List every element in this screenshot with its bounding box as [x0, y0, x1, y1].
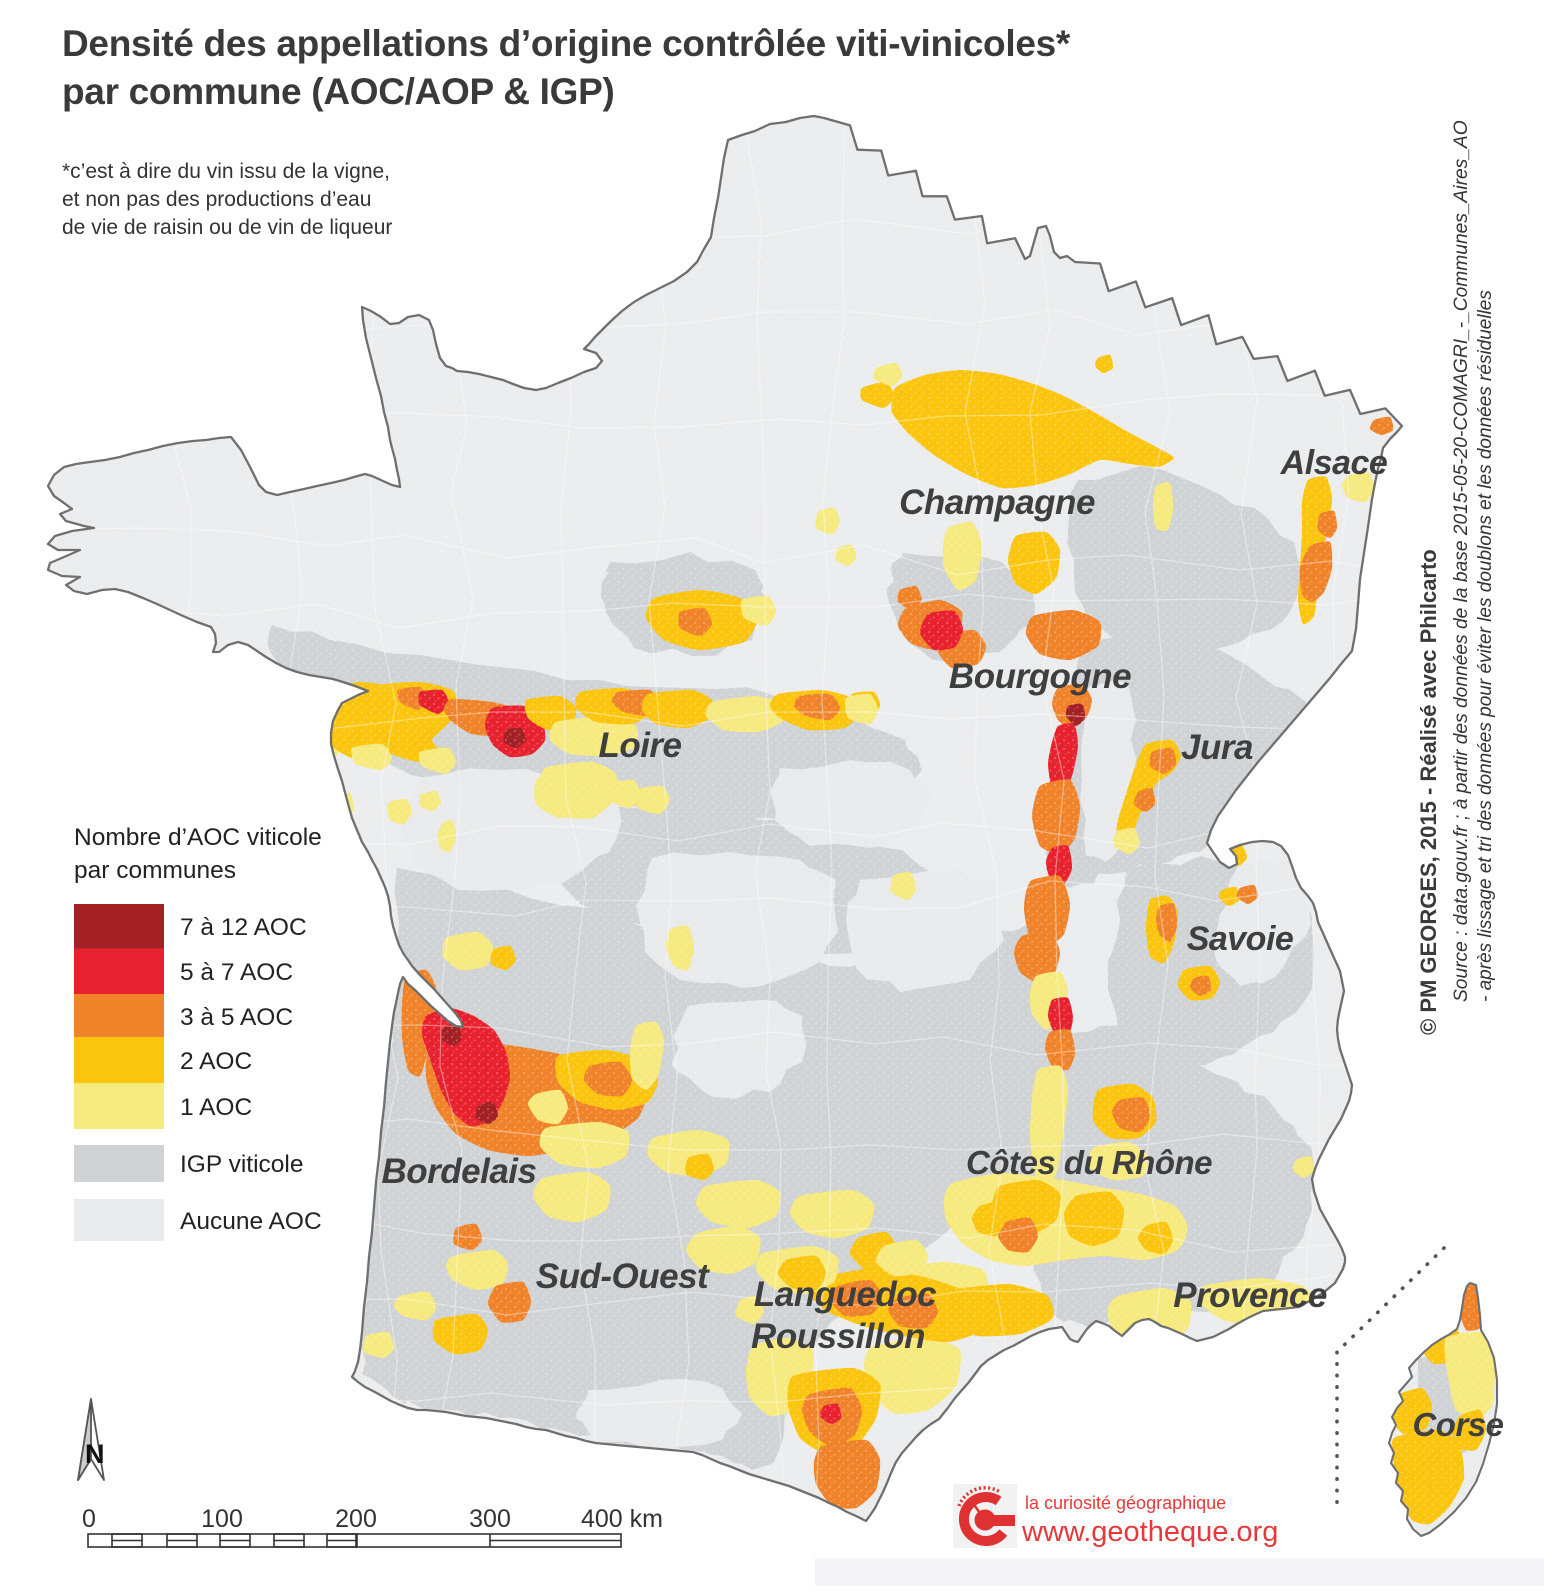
- svg-text:Nombre d’AOC viticole: Nombre d’AOC viticole: [74, 824, 322, 851]
- svg-text:200: 200: [335, 1505, 377, 1533]
- svg-text:Languedoc: Languedoc: [754, 1275, 936, 1314]
- svg-text:Bordelais: Bordelais: [382, 1152, 537, 1191]
- svg-text:Savoie: Savoie: [1187, 920, 1294, 958]
- svg-text:Corse: Corse: [1412, 1406, 1503, 1443]
- svg-text:N: N: [85, 1439, 105, 1469]
- svg-text:Aucune AOC: Aucune AOC: [180, 1208, 322, 1235]
- svg-text:Bourgogne: Bourgogne: [949, 657, 1131, 696]
- svg-text:5 à 7 AOC: 5 à 7 AOC: [180, 959, 293, 986]
- svg-text:Côtes du Rhône: Côtes du Rhône: [966, 1144, 1212, 1181]
- svg-text:Loire: Loire: [598, 726, 681, 765]
- svg-text:par commune (AOC/AOP & IGP): par commune (AOC/AOP & IGP): [62, 71, 614, 112]
- svg-text:Sud-Ouest: Sud-Ouest: [536, 1257, 710, 1296]
- svg-text:2 AOC: 2 AOC: [180, 1048, 252, 1075]
- svg-text:100: 100: [201, 1505, 243, 1533]
- svg-text:Source : data.gouv.fr ; à part: Source : data.gouv.fr ; à partir des don…: [1451, 120, 1472, 1002]
- svg-text:Jura: Jura: [1181, 728, 1253, 767]
- svg-text:*c’est à dire du vin issu de l: *c’est à dire du vin issu de la vigne,: [62, 160, 390, 183]
- svg-text:1 AOC: 1 AOC: [180, 1094, 252, 1121]
- svg-text:la curiosité géographique: la curiosité géographique: [1025, 1493, 1226, 1513]
- svg-text:7 à 12 AOC: 7 à 12 AOC: [180, 914, 307, 941]
- svg-text:0: 0: [82, 1505, 96, 1533]
- svg-text:400 km: 400 km: [581, 1505, 663, 1533]
- svg-text:© PM GEORGES, 2015 - Réalisé a: © PM GEORGES, 2015 - Réalisé avec Philca…: [1416, 549, 1441, 1035]
- svg-text:par communes: par communes: [74, 857, 236, 884]
- svg-text:www.geotheque.org: www.geotheque.org: [1021, 1516, 1278, 1548]
- svg-text:3 à 5 AOC: 3 à 5 AOC: [180, 1004, 293, 1031]
- svg-text:Roussillon: Roussillon: [751, 1317, 925, 1356]
- svg-text:Champagne: Champagne: [899, 483, 1095, 522]
- svg-text:IGP viticole: IGP viticole: [180, 1151, 303, 1178]
- svg-text:- après lissage et tri des don: - après lissage et tri des données pour …: [1475, 290, 1496, 1002]
- svg-text:de vie de raisin ou de vin de: de vie de raisin ou de vin de liqueur: [62, 216, 392, 239]
- svg-text:Alsace: Alsace: [1280, 444, 1388, 482]
- svg-text:Provence: Provence: [1173, 1276, 1327, 1315]
- svg-text:et non pas des productions d’e: et non pas des productions d’eau: [62, 188, 371, 211]
- svg-text:300: 300: [469, 1505, 511, 1533]
- svg-text:Densité des appellations d’ori: Densité des appellations d’origine contr…: [62, 23, 1071, 64]
